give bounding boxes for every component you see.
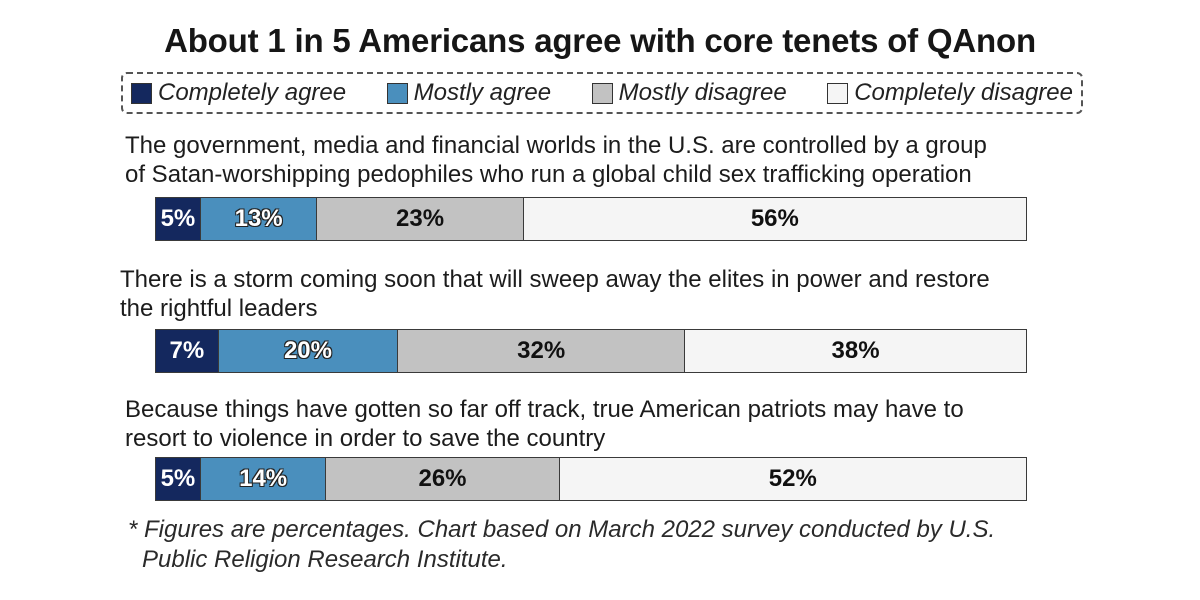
statement-2-line-2: the rightful leaders (120, 295, 318, 322)
statement-3: Because things have gotten so far off tr… (125, 395, 964, 453)
data-label: 5% (160, 205, 196, 232)
data-label: 5% (160, 465, 196, 492)
statement-3-line-1: Because things have gotten so far off tr… (125, 396, 964, 423)
data-label: 38% (831, 337, 880, 364)
data-label: 56% (750, 205, 799, 232)
bar-segment-mostly-disagree: 32% (398, 330, 686, 372)
bar-segment-completely-disagree: 52% (559, 458, 1026, 500)
chart-title: About 1 in 5 Americans agree with core t… (164, 22, 1036, 59)
bar-segment-completely-agree: 5% (156, 458, 201, 500)
data-label: 52% (768, 465, 817, 492)
footnote: * Figures are percentages. Chart based o… (128, 515, 1088, 575)
legend-swatch-completely-disagree (827, 82, 849, 104)
statement-1: The government, media and financial worl… (125, 131, 987, 189)
statement-1-line-2: of Satan-worshipping pedophiles who run … (125, 161, 972, 188)
legend-label: Completely agree (158, 79, 347, 106)
data-label: 14% (239, 465, 288, 492)
data-label: 13% (234, 205, 283, 232)
bar-segment-mostly-agree: 20% (218, 330, 399, 372)
bar-segment-completely-disagree: 56% (523, 198, 1026, 240)
data-label: 32% (517, 337, 566, 364)
statement-2: There is a storm coming soon that will s… (120, 265, 990, 323)
legend: Completely agree Mostly agree Mostly dis… (121, 72, 1083, 114)
footnote-line-2: Public Religion Research Institute. (142, 546, 508, 573)
statement-3-line-2: resort to violence in order to save the … (125, 425, 606, 452)
bar-segment-mostly-disagree: 23% (317, 198, 524, 240)
legend-swatch-completely-agree (131, 82, 152, 104)
legend-label: Mostly disagree (618, 79, 787, 106)
bar-row-3: 5% 14% 26% 52% (155, 457, 1027, 501)
footnote-line-1: * Figures are percentages. Chart based o… (128, 516, 996, 543)
legend-swatch-mostly-disagree (591, 82, 613, 104)
legend-item-mostly-agree: Mostly agree (386, 79, 552, 107)
bar-segment-completely-agree: 7% (156, 330, 219, 372)
legend-item-completely-agree: Completely agree (131, 79, 346, 107)
legend-item-completely-disagree: Completely disagree (827, 79, 1073, 107)
bar-row-2: 7% 20% 32% 38% (155, 329, 1027, 373)
legend-label: Mostly agree (413, 79, 552, 106)
data-label: 26% (418, 465, 467, 492)
data-label: 7% (169, 337, 205, 364)
data-label: 20% (283, 337, 332, 364)
legend-item-mostly-disagree: Mostly disagree (591, 79, 787, 107)
legend-label: Completely disagree (854, 79, 1073, 106)
legend-swatch-mostly-agree (386, 82, 408, 104)
statement-1-line-1: The government, media and financial worl… (125, 132, 987, 159)
statement-2-line-1: There is a storm coming soon that will s… (120, 266, 990, 293)
data-label: 23% (396, 205, 445, 232)
bar-segment-mostly-agree: 13% (200, 198, 318, 240)
bar-segment-mostly-agree: 14% (200, 458, 327, 500)
bar-segment-completely-agree: 5% (156, 198, 201, 240)
bar-segment-completely-disagree: 38% (685, 330, 1026, 372)
bar-row-1: 5% 13% 23% 56% (155, 197, 1027, 241)
bar-segment-mostly-disagree: 26% (326, 458, 560, 500)
